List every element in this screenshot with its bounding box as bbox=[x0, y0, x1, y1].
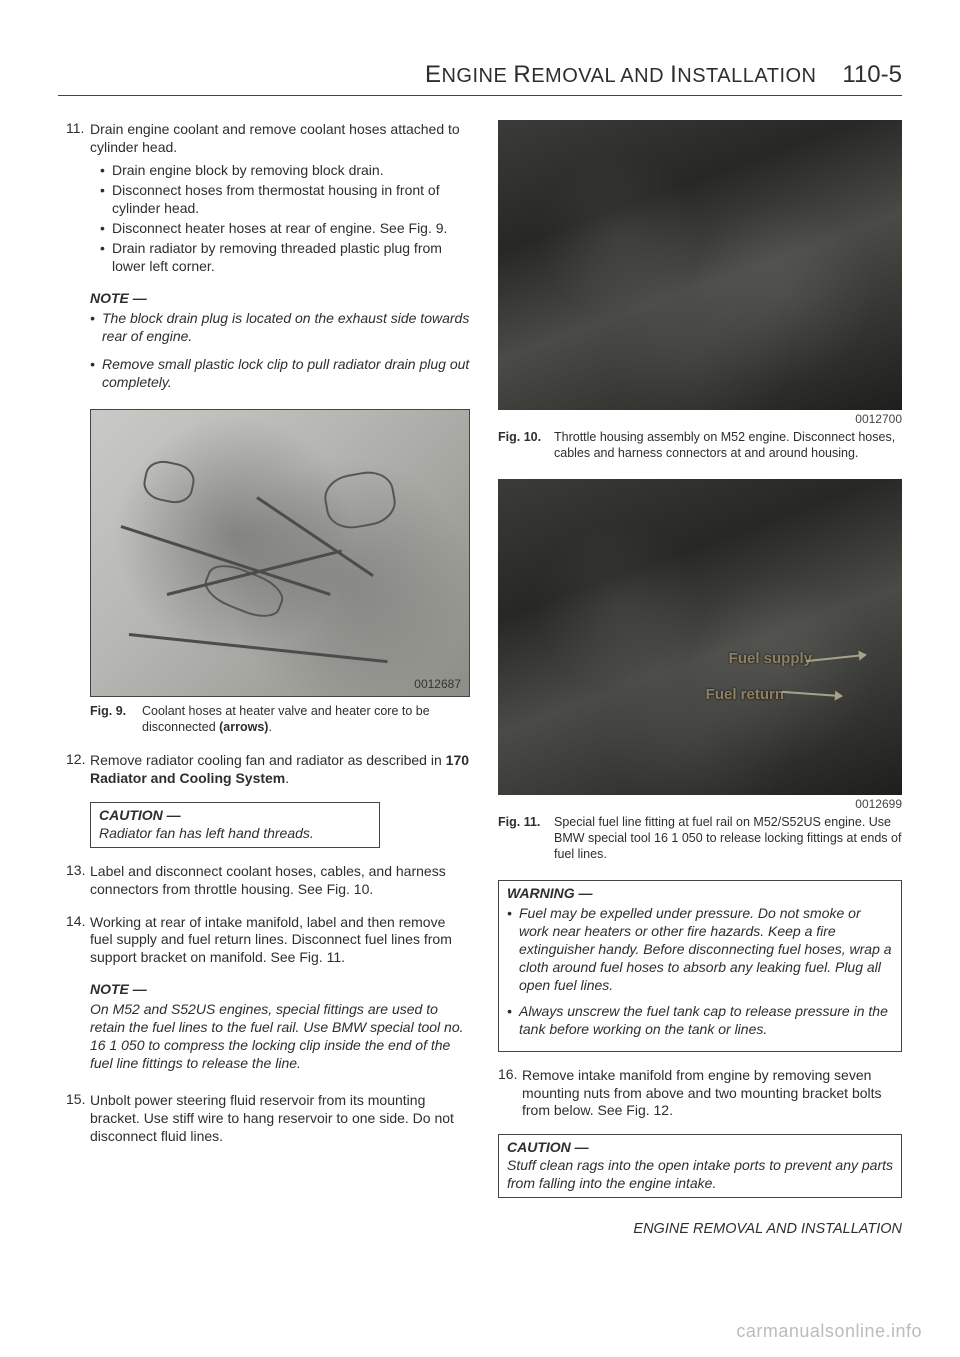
header-title-initial-1: E bbox=[425, 61, 442, 88]
figure-9-illustration: 0012687 bbox=[91, 410, 469, 696]
step-13: 13. Label and disconnect coolant hoses, … bbox=[66, 862, 470, 899]
caution-label: CAUTION — bbox=[507, 1139, 893, 1157]
step-11: 11. Drain engine coolant and remove cool… bbox=[66, 120, 470, 276]
step-number: 14. bbox=[66, 913, 90, 931]
step-14: 14. Working at rear of intake manifold, … bbox=[66, 913, 470, 968]
caution-label: CAUTION — bbox=[99, 807, 371, 825]
warning-bullets: Fuel may be expelled under pressure. Do … bbox=[507, 905, 893, 1038]
warning-box: WARNING — Fuel may be expelled under pre… bbox=[498, 880, 902, 1051]
step-number: 11. bbox=[66, 120, 90, 138]
caution-box-1: CAUTION — Radiator fan has left hand thr… bbox=[90, 802, 380, 848]
page-header: ENGINE REMOVAL AND INSTALLATION 110-5 bbox=[58, 60, 902, 96]
caution-text: Stuff clean rags into the open intake po… bbox=[507, 1157, 893, 1193]
figure-9-box: 0012687 bbox=[90, 409, 470, 697]
figure-11-id: 0012699 bbox=[498, 797, 902, 812]
figure-10-caption: Fig. 10. Throttle housing assembly on M5… bbox=[498, 429, 902, 461]
figure-caption-text: Throttle housing assembly on M52 engine.… bbox=[554, 429, 902, 461]
warning-bullet: Fuel may be expelled under pressure. Do … bbox=[507, 905, 893, 995]
note-1-bullets: The block drain plug is located on the e… bbox=[90, 310, 470, 392]
watermark-text: carmanualsonline.info bbox=[736, 1320, 922, 1343]
bullet-item: Drain radiator by removing threaded plas… bbox=[100, 240, 470, 276]
figure-label: Fig. 10. bbox=[498, 429, 554, 461]
caution-text: Radiator fan has left hand threads. bbox=[99, 825, 371, 843]
steps-list-right: 16. Remove intake manifold from engine b… bbox=[498, 1066, 902, 1121]
bullet-item: Disconnect hoses from thermostat housing… bbox=[100, 182, 470, 218]
step-11-bullets: Drain engine block by removing block dra… bbox=[90, 162, 470, 275]
right-column: 0012700 Fig. 10. Throttle housing assemb… bbox=[498, 120, 902, 1239]
note-label: NOTE — bbox=[90, 981, 470, 999]
figure-caption-text: Special fuel line fitting at fuel rail o… bbox=[554, 814, 902, 862]
figure-10-id: 0012700 bbox=[498, 412, 902, 427]
step-16: 16. Remove intake manifold from engine b… bbox=[498, 1066, 902, 1121]
step-text: Working at rear of intake manifold, labe… bbox=[90, 914, 452, 966]
figure-label: Fig. 11. bbox=[498, 814, 554, 862]
steps-list-left: 11. Drain engine coolant and remove cool… bbox=[66, 120, 470, 276]
step-text: Remove intake manifold from engine by re… bbox=[522, 1067, 882, 1119]
note-bullet: Remove small plastic lock clip to pull r… bbox=[90, 356, 470, 392]
bullet-item: Disconnect heater hoses at rear of engin… bbox=[100, 220, 470, 238]
header-title-initial-2: R bbox=[513, 61, 531, 88]
caution-box-2: CAUTION — Stuff clean rags into the open… bbox=[498, 1134, 902, 1198]
figure-caption-text: Coolant hoses at heater valve and heater… bbox=[142, 703, 470, 735]
step-text: Unbolt power steering fluid reservoir fr… bbox=[90, 1092, 454, 1144]
header-title: ENGINE REMOVAL AND INSTALLATION bbox=[425, 60, 817, 91]
step-text: Drain engine coolant and remove coolant … bbox=[90, 121, 460, 155]
warning-bullet: Always unscrew the fuel tank cap to rele… bbox=[507, 1003, 893, 1039]
page-number: 110-5 bbox=[842, 60, 902, 91]
figure-9-id: 0012687 bbox=[414, 677, 461, 692]
step-text: Label and disconnect coolant hoses, cabl… bbox=[90, 863, 446, 897]
figure-11-photo: Fuel supply Fuel return bbox=[498, 479, 902, 795]
steps-list-left-2: 12. Remove radiator cooling fan and radi… bbox=[66, 751, 470, 788]
two-column-layout: 11. Drain engine coolant and remove cool… bbox=[58, 120, 902, 1239]
photo-label-fuel-return: Fuel return bbox=[706, 685, 784, 704]
step-12: 12. Remove radiator cooling fan and radi… bbox=[66, 751, 470, 788]
warning-label: WARNING — bbox=[507, 885, 893, 903]
step-number: 13. bbox=[66, 862, 90, 880]
note-label: NOTE — bbox=[90, 290, 470, 308]
step-number: 16. bbox=[498, 1066, 522, 1084]
steps-list-left-4: 15. Unbolt power steering fluid reservoi… bbox=[66, 1091, 470, 1146]
step-text: Remove radiator cooling fan and radiator… bbox=[90, 752, 469, 786]
step-number: 12. bbox=[66, 751, 90, 769]
figure-9-caption: Fig. 9. Coolant hoses at heater valve an… bbox=[90, 703, 470, 735]
step-number: 15. bbox=[66, 1091, 90, 1109]
figure-label: Fig. 9. bbox=[90, 703, 142, 735]
note-bullet: The block drain plug is located on the e… bbox=[90, 310, 470, 346]
photo-label-fuel-supply: Fuel supply bbox=[729, 649, 812, 668]
step-15: 15. Unbolt power steering fluid reservoi… bbox=[66, 1091, 470, 1146]
note-text: On M52 and S52US engines, special fittin… bbox=[90, 1001, 470, 1073]
steps-list-left-3: 13. Label and disconnect coolant hoses, … bbox=[66, 862, 470, 967]
left-column: 11. Drain engine coolant and remove cool… bbox=[58, 120, 470, 1239]
figure-11-caption: Fig. 11. Special fuel line fitting at fu… bbox=[498, 814, 902, 862]
footer-section-title: ENGINE REMOVAL AND INSTALLATION bbox=[498, 1220, 902, 1239]
bullet-item: Drain engine block by removing block dra… bbox=[100, 162, 470, 180]
note-block-2: NOTE — On M52 and S52US engines, special… bbox=[66, 981, 470, 1073]
note-block-1: NOTE — The block drain plug is located o… bbox=[66, 290, 470, 392]
figure-10-photo bbox=[498, 120, 902, 410]
